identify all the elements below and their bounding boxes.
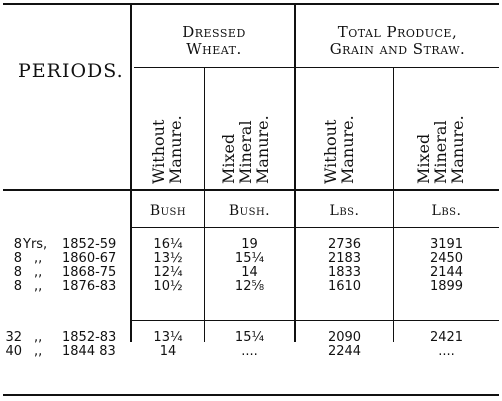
unit-wheat-mixed: Bush. [228,203,271,219]
cell-total-mixed: 1899 [429,279,464,294]
cell-wheat-mixed: 12⅝ [234,279,265,294]
cell-wheat-without: 13¼ [153,330,183,345]
wheat-mixed-line1: Mixed [219,133,238,184]
cell-wheat-without: 16¼ [153,237,183,252]
group1-underline [134,67,294,68]
unit-rule [130,227,499,228]
divider-periods [130,5,132,342]
cell-total-without: 2244 [327,344,362,359]
unit-total-mixed: Lbs. [431,203,462,219]
bottom-rule [3,394,499,396]
total-produce-line1: Total Produce, [337,23,458,41]
dressed-wheat-line1: Dressed [182,23,246,41]
cell-wheat-without: 14 [159,344,177,359]
row-count: 8 [13,237,22,252]
wheat-without-manure-header: Without Manure. [149,74,185,184]
row-years: 1876-83 [62,279,117,294]
row-unit: ,, [34,265,43,280]
total-mixed-mineral-header: Mixed Mineral Manure. [414,74,467,184]
total-without-manure-header: Without Manure. [321,74,357,184]
row-unit: Yrs, [23,237,48,252]
cell-wheat-mixed: 14 [241,265,258,280]
row-years: 1852-83 [62,330,117,345]
total-produce-header: Total Produce, Grain and Straw. [296,24,499,58]
cell-wheat-without: 13½ [153,251,183,266]
unit-total-without: Lbs. [329,203,360,219]
row-years: 1852-59 [62,237,117,252]
total-mixed-line3: Manure. [448,115,467,184]
top-rule [3,3,499,5]
row-unit: ,, [34,279,43,294]
cell-wheat-mixed: 15¼ [234,251,265,266]
cell-wheat-mixed: .... [241,344,258,359]
wheat-mixed-mineral-header: Mixed Mineral Manure. [219,74,272,184]
row-count: 8 [13,251,22,266]
row-count: 8 [13,279,22,294]
total-without-line1: Without [321,119,340,184]
row-unit: ,, [34,330,43,345]
cell-wheat-without: 12¼ [153,265,183,280]
subtotal-rule [130,320,499,321]
divider-wheat-sub [204,68,205,342]
row-count: 40 [5,344,22,359]
dressed-wheat-header: Dressed Wheat. [134,24,294,58]
cell-total-without: 2090 [327,330,362,345]
total-mixed-line1: Mixed [414,133,433,184]
row-years: 1868-75 [62,265,117,280]
cell-wheat-mixed: 15¼ [234,330,265,345]
row-count: 32 [5,330,22,345]
cell-wheat-mixed: 19 [241,237,258,252]
total-without-line2: Manure. [338,115,357,184]
cell-total-mixed: 2421 [429,330,464,345]
row-count: 8 [13,265,22,280]
periods-header: PERIODS. [18,60,124,82]
group2-underline [296,67,499,68]
divider-total-sub [393,68,394,342]
total-mixed-line2: Mineral [431,120,450,184]
wheat-without-line1: Without [149,119,168,184]
header-rule [3,189,499,191]
divider-groups [294,5,296,342]
total-produce-line2: Grain and Straw. [329,40,466,58]
row-years: 1844 83 [62,344,116,359]
wheat-mixed-line2: Mineral [236,120,255,184]
unit-wheat-without: Bush [149,203,187,219]
cell-total-without: 1833 [327,265,362,280]
row-years: 1860-67 [62,251,117,266]
wheat-mixed-line3: Manure. [253,115,272,184]
cell-total-without: 2183 [327,251,362,266]
cell-total-mixed: 2450 [429,251,464,266]
cell-wheat-without: 10½ [153,279,183,294]
row-unit: ,, [34,344,43,359]
cell-total-mixed: 3191 [429,237,464,252]
cell-total-mixed: 2144 [429,265,464,280]
wheat-without-line2: Manure. [166,115,185,184]
cell-total-mixed: .... [438,344,455,359]
cell-total-without: 1610 [327,279,362,294]
dressed-wheat-line2: Wheat. [186,40,242,58]
cell-total-without: 2736 [327,237,362,252]
row-unit: ,, [34,251,43,266]
